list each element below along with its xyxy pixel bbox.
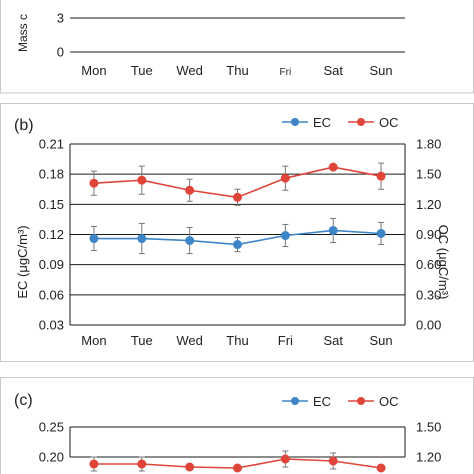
panel-c-legend-label: OC: [379, 394, 399, 409]
panel-a-chart: 0 3 Mon Tue Wed Thu Fri Sat Sun: [57, 11, 405, 78]
panel-b-legend-swatch-marker: [357, 118, 365, 126]
panel-c-point-oc: [328, 456, 338, 466]
panel-c-y-tick-label-left: 0.20: [39, 450, 64, 465]
panel-c-chart: 0.20 1.20 0.25 1.50 EC OC: [39, 394, 441, 473]
panel-a-x-tick-label: Fri: [280, 67, 292, 78]
panel-b-frame: [0, 103, 474, 362]
panel-b-label: (b): [14, 117, 34, 134]
panel-b-point-oc: [376, 171, 386, 181]
panel-b-right-axis-label: OC (μgC/m³): [436, 225, 451, 300]
panel-c-point-oc: [89, 459, 99, 469]
panel-b-point-ec: [185, 236, 195, 246]
panel-a-x-tick-label: Wed: [176, 63, 203, 78]
panel-b-y-tick-label-right: 0.60: [416, 257, 441, 272]
panel-b-x-tick-label: Tue: [131, 333, 153, 348]
panel-b-legend-swatch-marker: [291, 118, 299, 126]
panel-c-legend-label: EC: [313, 394, 331, 409]
panel-b-y-tick-label-right: 1.20: [416, 197, 441, 212]
panel-c-y-tick-label-right: 1.50: [416, 420, 441, 435]
panel-a-x-tick-label: Tue: [131, 63, 153, 78]
panel-a-x-tick-label: Thu: [226, 63, 248, 78]
panel-b-x-tick-label: Sat: [323, 333, 343, 348]
panel-b-y-tick-label-left: 0.21: [39, 137, 64, 152]
panel-b-y-tick-label-left: 0.15: [39, 197, 64, 212]
panel-c-point-oc: [137, 459, 147, 469]
panel-c-y-tick-label-left: 0.25: [39, 420, 64, 435]
panel-b-y-tick-label-right: 1.80: [416, 137, 441, 152]
panel-c-legend-swatch-marker: [357, 397, 365, 405]
panel-b-x-tick-label: Thu: [226, 333, 248, 348]
panel-b-x-tick-label: Wed: [176, 333, 203, 348]
panel-b-point-ec: [280, 231, 290, 241]
panel-a-y-tick-label-left: 3: [57, 11, 64, 26]
panel-b-point-oc: [185, 185, 195, 195]
panel-b-y-tick-label-left: 0.06: [39, 287, 64, 302]
panel-b-y-tick-label-left: 0.09: [39, 257, 64, 272]
panel-b-left-axis-label: EC (μgC/m³): [15, 225, 30, 298]
panel-b-point-oc: [137, 175, 147, 185]
panel-b-y-tick-label-right: 0.30: [416, 287, 441, 302]
panel-b-y-tick-label-left: 0.03: [39, 318, 64, 333]
panel-b-point-ec: [233, 240, 242, 250]
panel-b-point-ec: [328, 225, 338, 235]
panel-b-point-ec: [376, 228, 386, 238]
panel-b-chart: 0.03 0.00 0.06 0.30 0.09 0.60 0.12 0.90 0.15 1.20…: [39, 115, 442, 348]
panel-b-legend-label: EC: [313, 115, 331, 130]
panel-b-x-tick-label: Mon: [81, 333, 106, 348]
panel-a-y-axis-label: Mass c: [16, 14, 30, 52]
panel-b-point-ec: [137, 234, 147, 244]
panel-c-y-tick-label-right: 1.20: [416, 450, 441, 465]
panel-b-x-tick-label: Fri: [278, 333, 293, 348]
panel-b-y-tick-label-right: 1.50: [416, 167, 441, 182]
panel-a-frame: [0, 0, 474, 94]
panel-b-y-tick-label-right: 0.00: [416, 318, 441, 333]
panel-c-label: (c): [14, 392, 33, 409]
panel-c-point-oc: [376, 463, 386, 473]
panel-b-point-oc: [233, 192, 242, 202]
panel-a-x-tick-label: Sat: [323, 63, 343, 78]
panel-b-legend-label: OC: [379, 115, 399, 130]
panel-c-frame: [0, 377, 474, 474]
panel-a-y-tick-label-left: 0: [57, 45, 64, 60]
panel-b-y-tick-label-left: 0.18: [39, 167, 64, 182]
panel-c-point-oc: [280, 454, 290, 464]
panel-b-point-ec: [89, 234, 99, 244]
panel-c-legend-swatch-marker: [291, 397, 299, 405]
panel-b-point-oc: [280, 173, 290, 183]
panel-b-y-tick-label-left: 0.12: [39, 227, 64, 242]
panel-b-point-oc: [89, 178, 99, 188]
panel-b-point-oc: [328, 162, 338, 172]
panel-b-y-tick-label-right: 0.90: [416, 227, 441, 242]
panel-c-point-oc: [185, 462, 195, 472]
panel-a-x-tick-label: Sun: [370, 63, 393, 78]
panel-c-point-oc: [233, 463, 242, 473]
panel-b-x-tick-label: Sun: [370, 333, 393, 348]
panel-a-x-tick-label: Mon: [81, 63, 106, 78]
